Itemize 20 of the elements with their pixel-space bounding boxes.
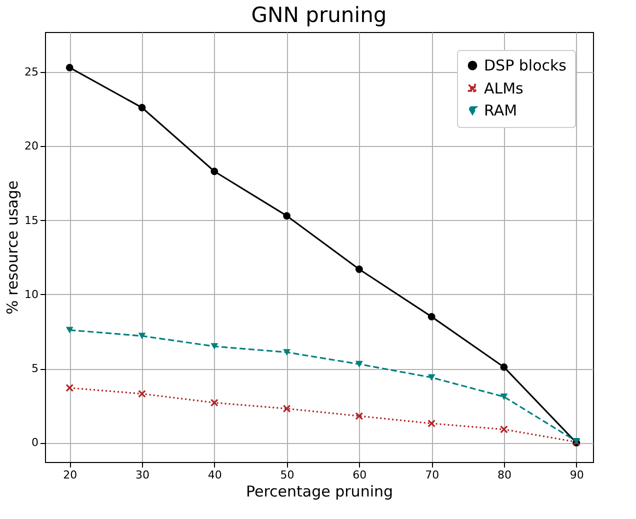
y-tick-label: 20 <box>24 140 38 153</box>
y-tick-label: 10 <box>24 288 38 301</box>
x-axis-title: Percentage pruning <box>246 482 394 500</box>
chart-title: GNN pruning <box>251 3 387 27</box>
y-tick-label: 0 <box>32 436 38 450</box>
y-axis-title: % resource usage <box>4 180 22 314</box>
x-tick-label: 90 <box>570 468 584 482</box>
y-tick-label: 5 <box>32 362 38 376</box>
legend-label: DSP blocks <box>484 56 567 74</box>
legend-label: ALMs <box>484 80 524 98</box>
y-tick-label: 25 <box>24 66 38 79</box>
legend-label: RAM <box>484 102 518 120</box>
x-tick-label: 30 <box>136 468 150 482</box>
x-tick-label: 70 <box>425 468 440 482</box>
x-tick-label: 20 <box>63 468 78 482</box>
x-tick-label: 60 <box>352 468 367 482</box>
y-tick-label: 15 <box>24 214 38 227</box>
x-tick-label: 40 <box>208 468 222 482</box>
x-tick-label: 80 <box>497 468 512 482</box>
x-tick-label: 50 <box>280 468 294 482</box>
